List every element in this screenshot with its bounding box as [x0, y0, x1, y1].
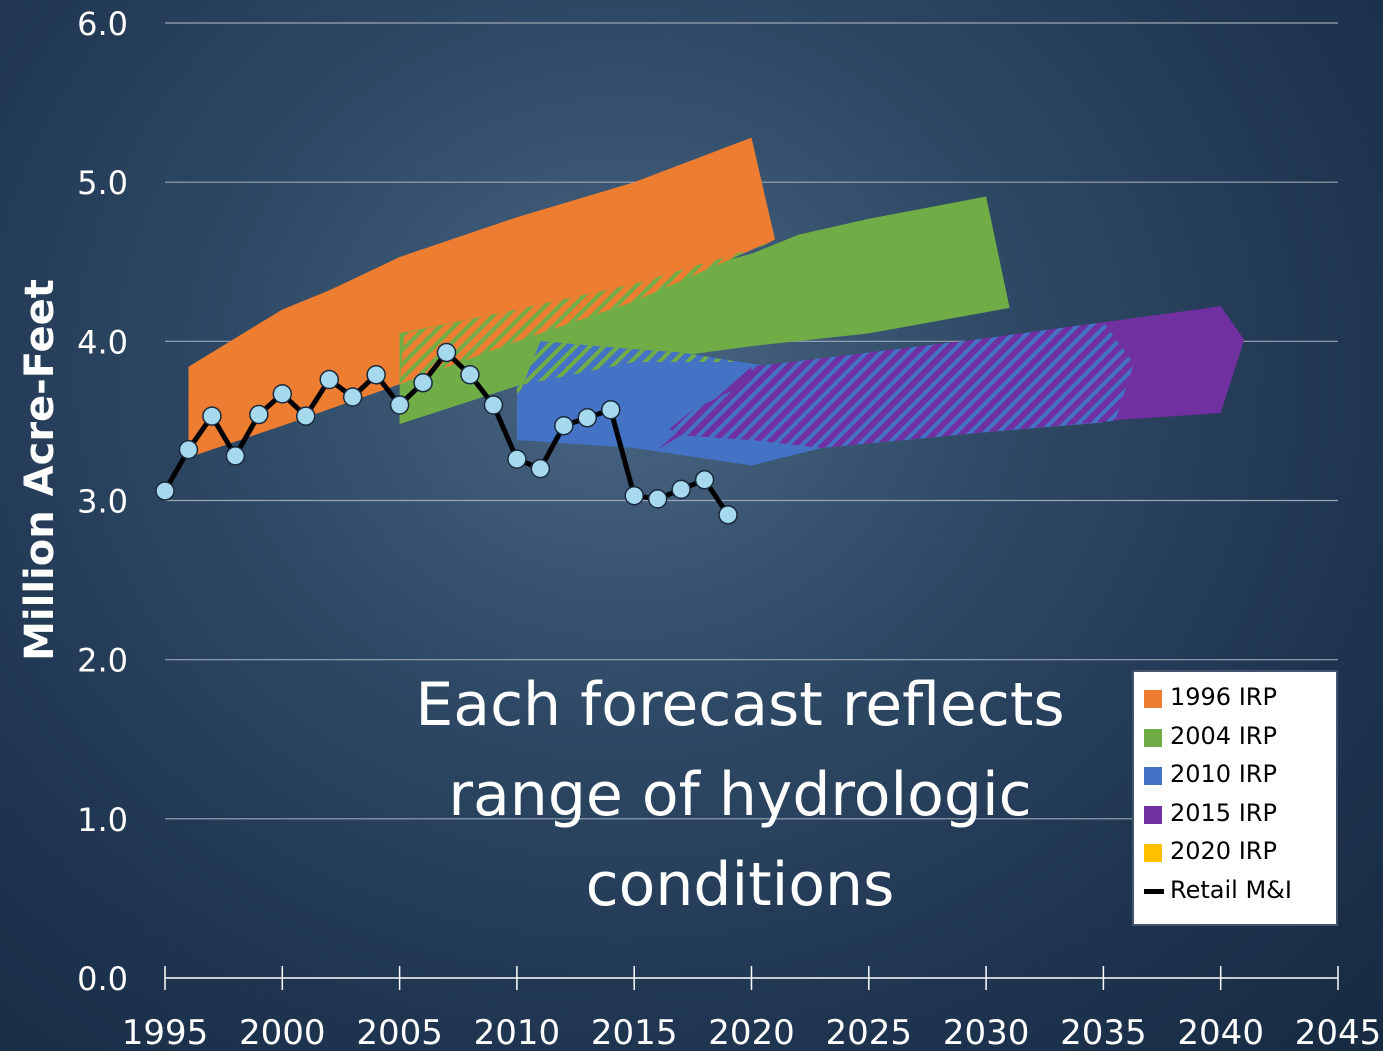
retail-data-point [249, 404, 269, 425]
x-axis [164, 966, 1339, 990]
retail-data-point [671, 479, 691, 500]
x-tick-label: 2010 [474, 1013, 561, 1051]
retail-data-point [296, 406, 316, 426]
retail-data-point [460, 365, 480, 385]
retail-data-point [647, 489, 668, 509]
y-tick-label: 3.0 [77, 483, 128, 521]
y-tick-label: 2.0 [77, 642, 128, 680]
legend-item: 2015 IRP [1144, 794, 1336, 833]
retail-data-point [272, 384, 293, 404]
retail-data-point [530, 458, 551, 479]
overlap-2010-2015 [669, 322, 1134, 448]
x-tick-label: 2045 [1295, 1013, 1382, 1051]
retail-data-point [554, 415, 574, 436]
legend-swatch [1144, 728, 1162, 747]
retail-data-point [483, 395, 504, 415]
legend-item: 2004 IRP [1144, 717, 1336, 756]
x-tick-label: 2005 [356, 1013, 443, 1051]
legend-swatch [1144, 805, 1162, 824]
y-tick-label: 6.0 [77, 5, 128, 43]
overlap-1996-2004 [399, 239, 775, 385]
retail-data-point [366, 365, 386, 385]
tick-labels: 0.0 1.0 2.0 3.0 4.0 5.0 6.0 1995 2000 2005 2010 201… [77, 5, 1381, 1051]
chart-annotation: Each forecast reflects range of hydrolog… [415, 670, 1065, 920]
legend-label: 2020 IRP [1170, 837, 1277, 866]
legend-label: 1996 IRP [1170, 683, 1277, 711]
y-tick-label: 4.0 [77, 323, 128, 361]
retail-data-point [225, 446, 246, 466]
legend-swatch [1144, 844, 1162, 863]
legend-swatch [1144, 767, 1162, 786]
retail-data-point [319, 369, 339, 390]
legend: 1996 IRP 2004 IRP 2010 IRP 2015 IRP 2020 IRP… [1132, 670, 1338, 926]
retail-data-point [436, 342, 457, 363]
retail-data-point [178, 439, 199, 460]
overlap-hatches [399, 239, 1134, 448]
retail-data-point [624, 485, 644, 506]
retail-data-point [694, 470, 715, 490]
y-tick-label: 0.0 [77, 960, 128, 998]
y-tick-label: 1.0 [77, 801, 128, 839]
retail-data-point [577, 407, 598, 428]
y-tick-label: 5.0 [77, 164, 128, 202]
x-tick-label: 2015 [591, 1013, 678, 1051]
x-tick-label: 2040 [1177, 1013, 1264, 1051]
legend-item: 2020 IRP [1144, 832, 1336, 871]
retail-data-point [389, 395, 410, 415]
overlap-2004-2010 [516, 341, 740, 401]
retail-data-point [600, 400, 621, 420]
legend-swatch [1144, 690, 1162, 708]
x-tick-label: 2025 [826, 1013, 913, 1051]
x-tick-label: 1995 [122, 1013, 209, 1051]
legend-item: 1996 IRP [1144, 678, 1336, 717]
legend-label: 2010 IRP [1170, 760, 1277, 789]
retail-data-point [507, 449, 527, 469]
legend-label: 2004 IRP [1170, 721, 1277, 750]
retail-series [155, 342, 738, 525]
retail-data-point [202, 406, 222, 426]
retail-data-point [413, 372, 433, 393]
legend-label: 2015 IRP [1170, 798, 1277, 827]
legend-item: Retail M&I [1144, 871, 1336, 910]
x-tick-label: 2000 [239, 1013, 326, 1051]
x-tick-label: 2020 [708, 1013, 795, 1051]
legend-item: 2010 IRP [1144, 755, 1336, 794]
x-tick-label: 2030 [943, 1013, 1030, 1051]
legend-swatch [1144, 888, 1164, 894]
retail-data-point [342, 387, 363, 407]
y-axis-label: Million Acre-Feet [17, 279, 63, 661]
x-tick-label: 2035 [1060, 1013, 1147, 1051]
retail-data-point [155, 481, 175, 501]
legend-label: Retail M&I [1170, 875, 1292, 904]
retail-data-point [718, 505, 738, 525]
